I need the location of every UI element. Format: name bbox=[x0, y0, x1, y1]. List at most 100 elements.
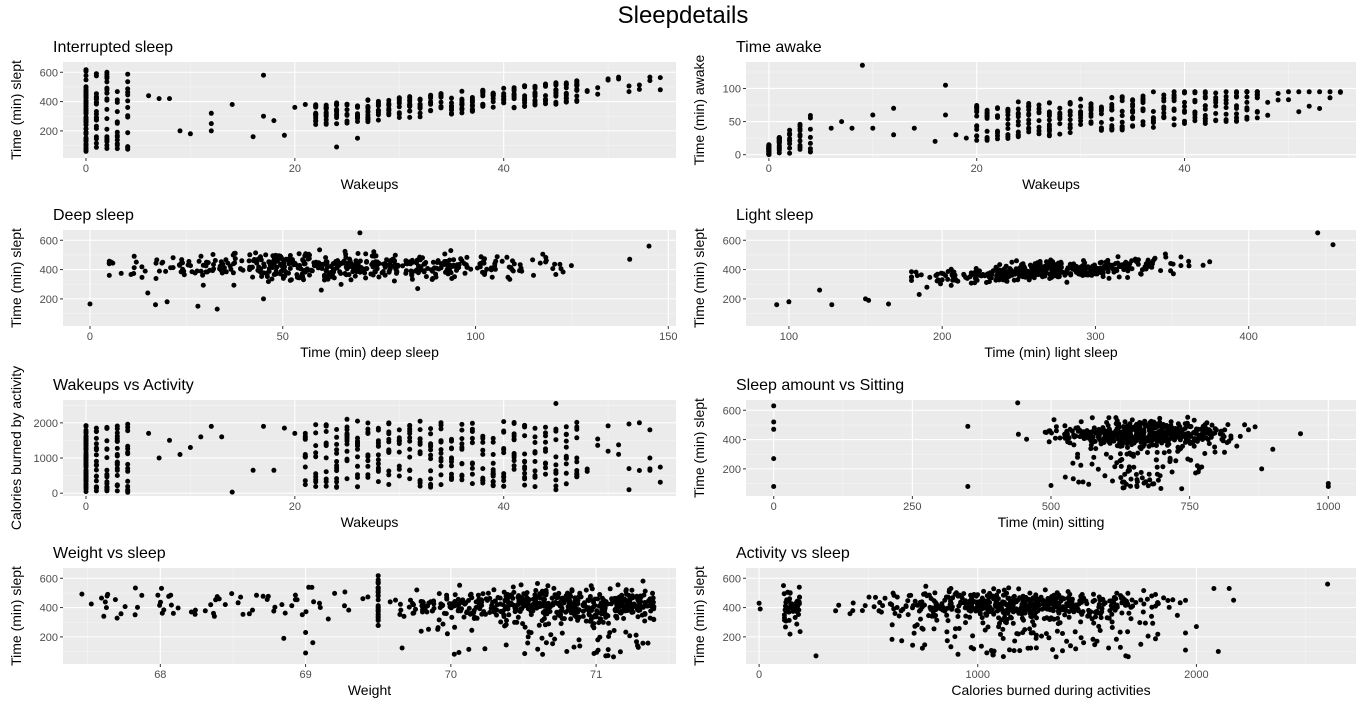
data-point bbox=[344, 458, 350, 464]
data-point bbox=[995, 115, 1000, 120]
data-point bbox=[635, 614, 641, 620]
data-point bbox=[114, 483, 120, 489]
data-point bbox=[1097, 265, 1103, 271]
data-point bbox=[397, 601, 403, 607]
data-point bbox=[235, 600, 241, 606]
data-point bbox=[796, 584, 802, 590]
data-point bbox=[449, 107, 454, 113]
data-point bbox=[292, 592, 298, 598]
data-point bbox=[490, 483, 496, 489]
data-point bbox=[1026, 121, 1032, 127]
data-point bbox=[522, 451, 528, 457]
data-point bbox=[1202, 118, 1208, 124]
data-point bbox=[1146, 471, 1152, 477]
data-point bbox=[407, 114, 413, 120]
data-point bbox=[261, 72, 266, 78]
data-point bbox=[442, 251, 448, 257]
data-point bbox=[1060, 631, 1065, 636]
data-point bbox=[344, 431, 350, 436]
data-point bbox=[450, 603, 456, 609]
data-point bbox=[407, 446, 413, 452]
data-point bbox=[797, 133, 803, 139]
data-point bbox=[613, 613, 619, 619]
data-point bbox=[93, 452, 99, 458]
data-point bbox=[93, 441, 99, 447]
data-point bbox=[617, 595, 622, 601]
data-point bbox=[615, 582, 621, 588]
data-point bbox=[104, 139, 110, 145]
data-point bbox=[506, 612, 512, 618]
data-point bbox=[916, 608, 922, 614]
data-point bbox=[469, 595, 475, 601]
data-point bbox=[114, 137, 120, 143]
y-axis-label: Time (min) slept bbox=[8, 60, 24, 160]
data-point bbox=[982, 600, 988, 606]
data-point bbox=[414, 257, 420, 263]
data-point bbox=[229, 102, 235, 107]
data-point bbox=[83, 73, 89, 79]
data-point bbox=[1286, 89, 1291, 95]
data-point bbox=[167, 96, 172, 102]
data-point bbox=[490, 479, 496, 484]
data-point bbox=[501, 450, 507, 456]
data-point bbox=[388, 263, 394, 269]
data-point bbox=[1014, 631, 1020, 637]
data-point bbox=[438, 455, 444, 461]
data-point bbox=[1265, 112, 1271, 118]
data-point bbox=[83, 478, 89, 484]
data-point bbox=[230, 270, 236, 276]
data-point bbox=[1078, 635, 1084, 641]
data-point bbox=[490, 435, 496, 441]
data-point bbox=[1078, 103, 1084, 109]
data-point bbox=[428, 476, 434, 482]
data-point bbox=[192, 611, 198, 617]
data-point bbox=[540, 651, 546, 657]
data-point bbox=[428, 468, 434, 474]
data-point bbox=[1138, 420, 1144, 426]
data-point bbox=[797, 123, 803, 129]
data-point bbox=[1057, 105, 1063, 111]
data-point bbox=[1166, 604, 1172, 610]
data-point bbox=[522, 93, 528, 99]
data-point bbox=[104, 446, 110, 452]
data-point bbox=[525, 640, 531, 646]
data-point bbox=[535, 646, 541, 652]
data-point bbox=[1141, 601, 1147, 607]
data-point bbox=[369, 262, 375, 267]
data-point bbox=[1226, 586, 1232, 591]
data-point bbox=[392, 252, 398, 258]
data-point bbox=[93, 473, 99, 479]
data-point bbox=[1063, 269, 1069, 275]
data-point bbox=[125, 130, 131, 136]
data-point bbox=[1125, 590, 1131, 596]
data-point bbox=[1079, 599, 1085, 605]
data-point bbox=[449, 463, 454, 469]
data-point bbox=[561, 616, 567, 622]
data-point bbox=[574, 468, 580, 473]
data-point bbox=[1109, 611, 1115, 617]
data-point bbox=[965, 423, 971, 429]
data-point bbox=[1160, 464, 1166, 470]
data-point bbox=[892, 611, 898, 616]
data-point bbox=[995, 271, 1000, 277]
data-point bbox=[922, 642, 928, 648]
data-point bbox=[338, 261, 344, 267]
data-point bbox=[1223, 89, 1229, 95]
data-point bbox=[961, 591, 967, 597]
data-point bbox=[634, 593, 640, 599]
data-point bbox=[1109, 619, 1115, 625]
data-point bbox=[847, 611, 853, 617]
data-point bbox=[555, 594, 561, 600]
data-point bbox=[1161, 95, 1167, 101]
data-point bbox=[1154, 432, 1160, 437]
panel-title: Wakeups vs Activity bbox=[53, 377, 194, 394]
data-point bbox=[948, 598, 953, 604]
data-point bbox=[1046, 113, 1052, 119]
data-point bbox=[452, 624, 458, 630]
data-point bbox=[1160, 434, 1166, 440]
data-point bbox=[83, 67, 89, 73]
data-point bbox=[522, 433, 528, 439]
data-point bbox=[1046, 598, 1052, 604]
data-point bbox=[993, 264, 999, 270]
